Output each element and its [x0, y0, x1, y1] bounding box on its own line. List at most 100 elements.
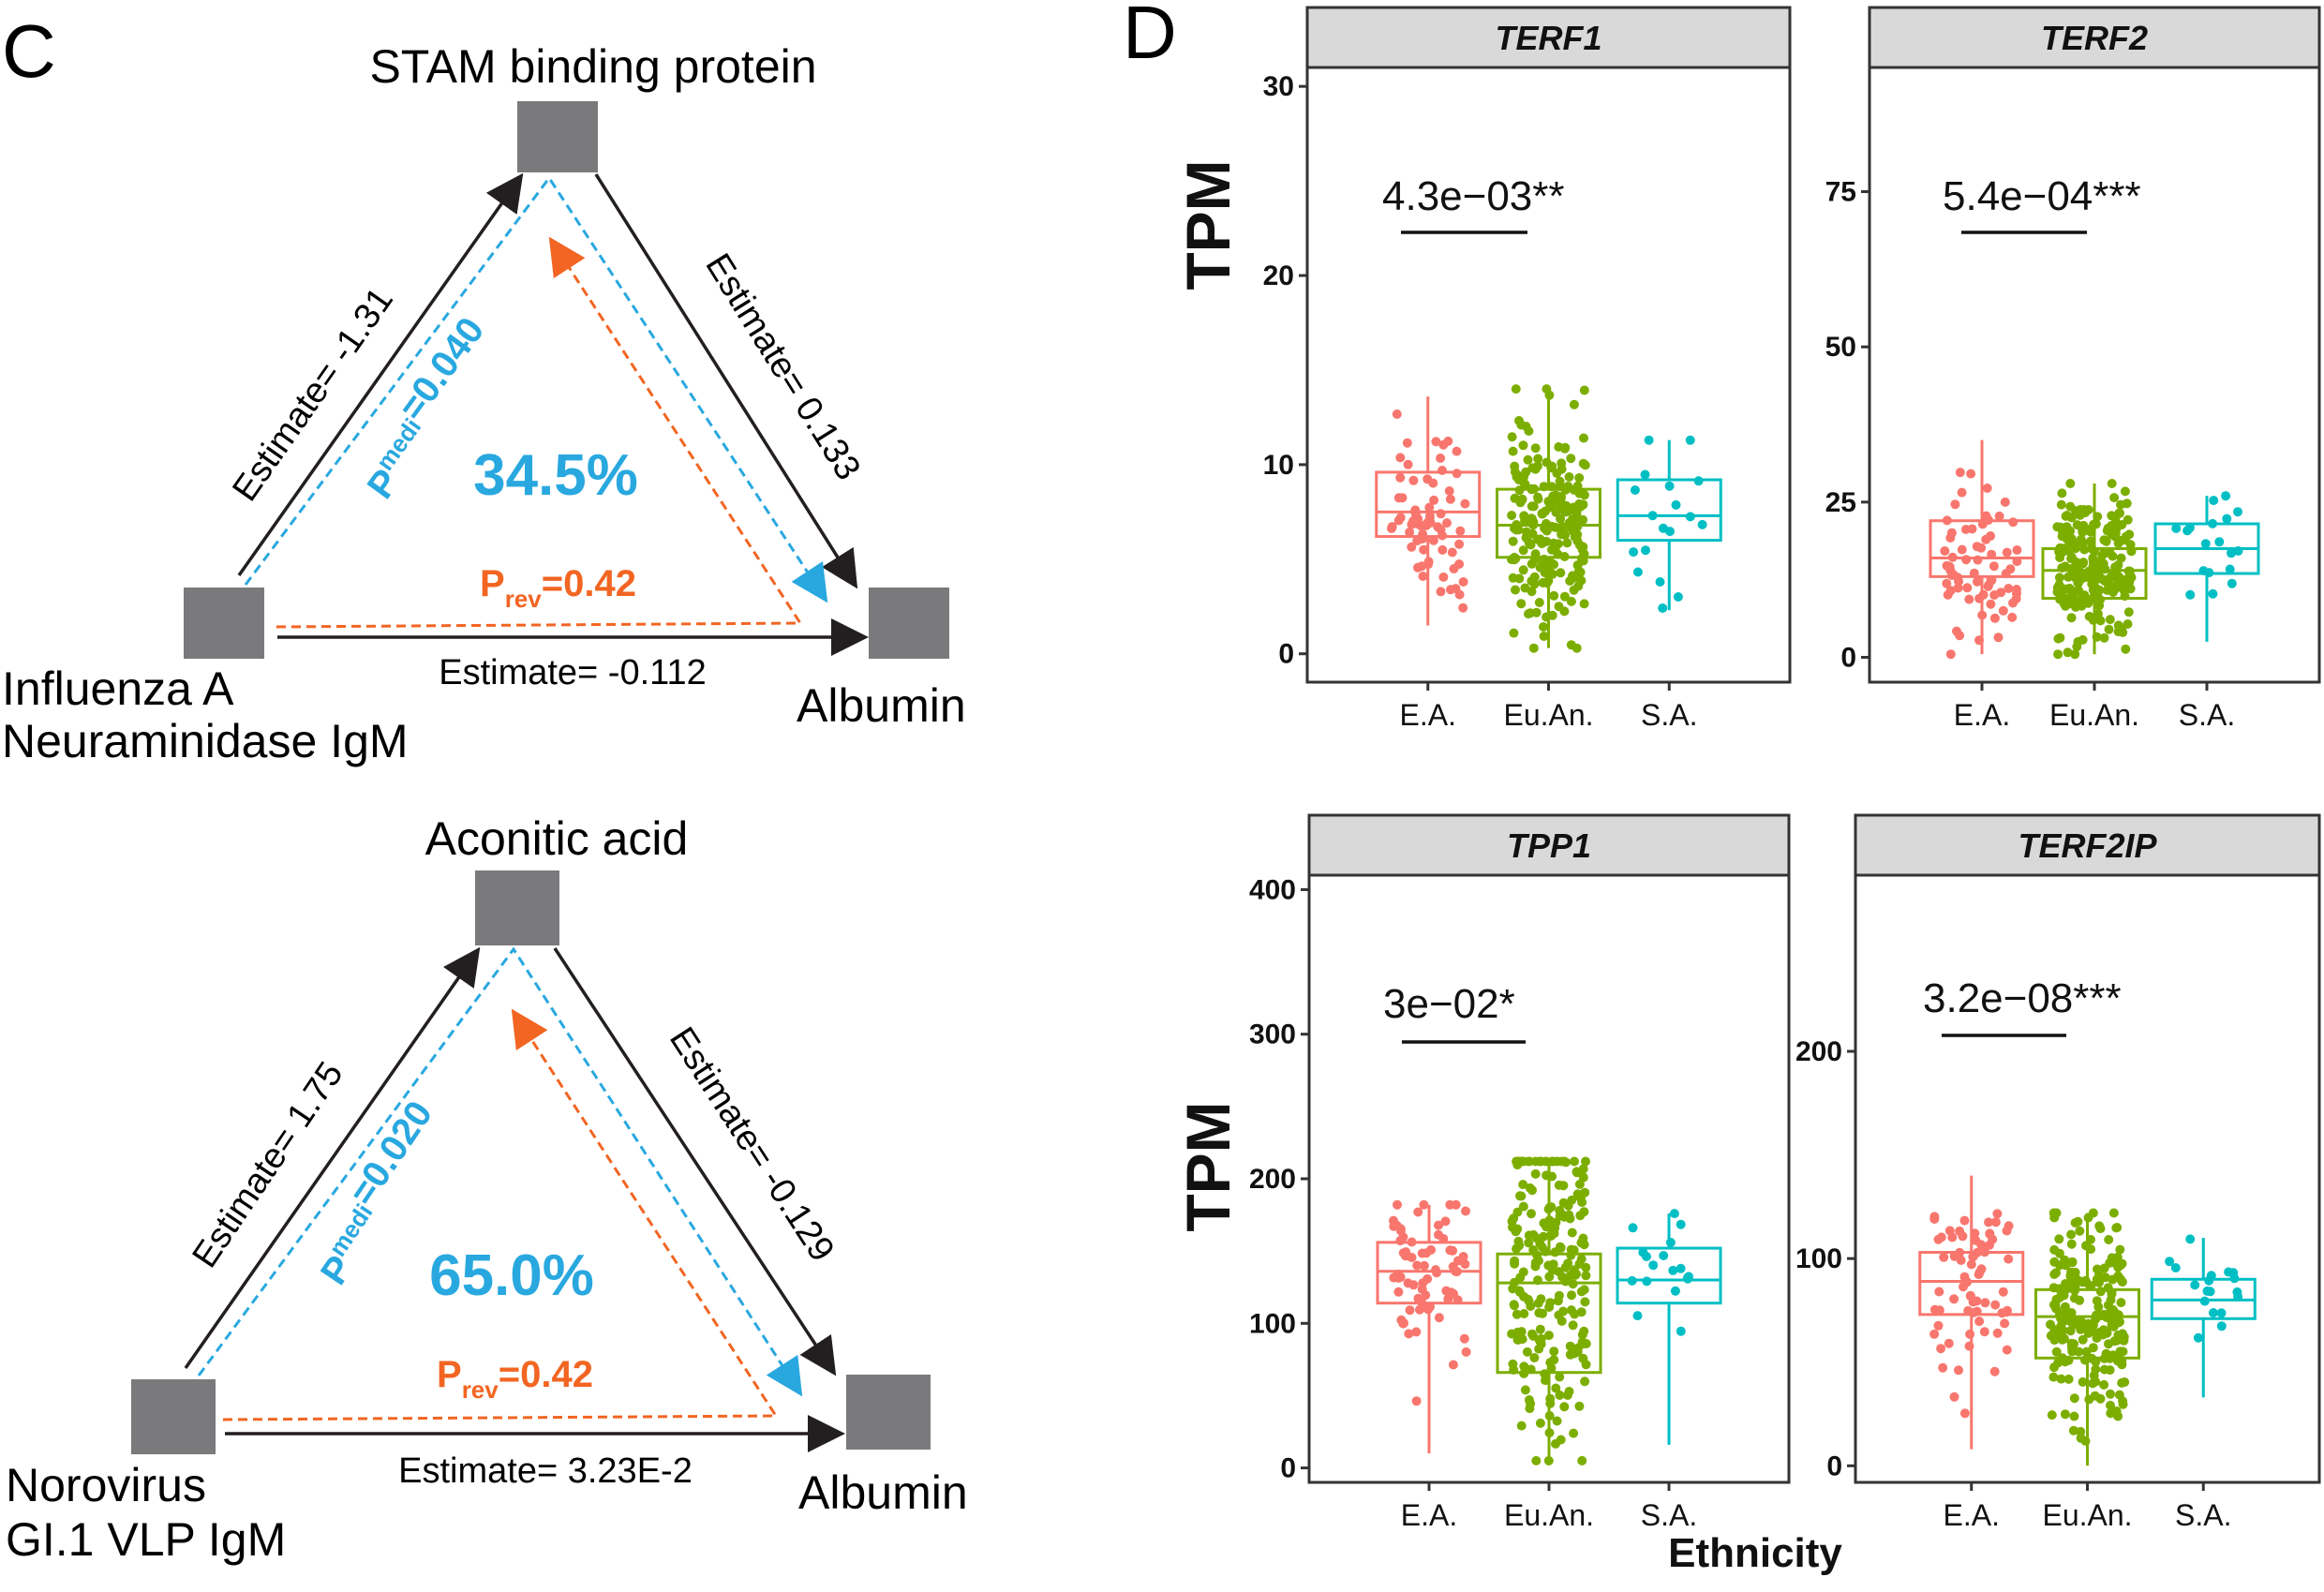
data-point — [1419, 1260, 1429, 1271]
data-point — [1447, 547, 1457, 558]
data-point — [1403, 459, 1413, 469]
data-point — [1669, 1209, 1679, 1219]
data-point — [1568, 1320, 1578, 1331]
y-tick-label: 75 — [1825, 177, 1856, 208]
data-point — [1685, 435, 1695, 445]
boxplot-panels: TERF1 0 10 20 30 E.A. Eu.An. S.A. 4.3e−03** TERF2… — [1249, 6, 2321, 1532]
data-point — [1445, 494, 1455, 504]
data-point — [2046, 1319, 2055, 1330]
data-point — [2208, 588, 2218, 599]
data-point — [2075, 510, 2085, 520]
data-point — [1445, 1199, 1455, 1210]
x-tick-label: Eu.An. — [1503, 698, 1593, 732]
data-point — [1527, 513, 1537, 524]
data-point — [1984, 1217, 1994, 1227]
data-point — [2107, 479, 2117, 488]
significance-label: 3e−02* — [1383, 981, 1515, 1027]
node-left — [184, 588, 264, 659]
data-point — [1446, 1287, 1456, 1298]
data-point — [2067, 1347, 2078, 1357]
data-point — [2165, 1257, 2175, 1267]
x-tick-label: Eu.An. — [1504, 1498, 1594, 1532]
data-point — [1528, 501, 1539, 512]
node-right — [846, 1375, 931, 1450]
data-point — [1519, 512, 1529, 522]
data-point — [2214, 537, 2225, 547]
significance-label: 5.4e−04*** — [1943, 173, 2141, 219]
data-point — [2054, 573, 2064, 583]
data-point — [1521, 527, 1531, 537]
data-point — [1548, 1156, 1558, 1167]
data-point — [1518, 1180, 1528, 1190]
data-point — [2094, 601, 2105, 611]
data-point — [1957, 487, 1967, 498]
data-point — [1664, 481, 1675, 491]
data-point — [2000, 1318, 2010, 1329]
data-point — [2116, 1298, 2126, 1308]
data-point — [2101, 548, 2111, 558]
data-point — [2115, 1274, 2125, 1285]
data-point — [2066, 552, 2077, 562]
data-point — [1556, 568, 1566, 578]
data-point — [1985, 1240, 1994, 1250]
data-point — [1524, 1238, 1534, 1248]
data-point — [1981, 534, 1991, 544]
data-point — [1454, 539, 1465, 549]
data-point — [1562, 1391, 1572, 1400]
data-point — [1966, 469, 1976, 479]
data-point — [2083, 1328, 2093, 1338]
data-point — [1449, 564, 1459, 573]
data-point — [1424, 502, 1435, 513]
data-point — [1575, 515, 1585, 526]
data-point — [1966, 1259, 1976, 1270]
data-point — [1629, 547, 1639, 558]
data-point — [1518, 565, 1528, 575]
data-point — [1460, 1259, 1470, 1270]
data-point — [1572, 1189, 1583, 1199]
data-point — [1957, 544, 1967, 555]
data-point — [1419, 544, 1429, 555]
data-point — [1548, 538, 1558, 548]
data-point — [2048, 1372, 2059, 1382]
data-point — [1567, 1195, 1577, 1205]
boxplot-panel-tpp1: TPP1 0 100 200 300 400 E.A. Eu.An. S.A. 3e−02* — [1249, 813, 1791, 1532]
x-tick-label: S.A. — [1641, 698, 1697, 732]
data-point — [1973, 576, 1982, 587]
data-point — [1557, 529, 1567, 540]
data-point — [2208, 1308, 2218, 1317]
data-point — [1519, 479, 1529, 489]
data-point — [2104, 624, 2114, 634]
data-point — [1510, 461, 1520, 471]
data-point — [2066, 1229, 2077, 1240]
data-point — [2182, 526, 2193, 536]
facet-strip — [1305, 6, 1792, 69]
edge-label-right: Estimate= -0.129 — [662, 1020, 842, 1269]
data-point — [1959, 1408, 1970, 1419]
data-point — [1580, 1297, 1590, 1307]
data-point — [1535, 1239, 1545, 1249]
y-axis-label-top: TPM — [1173, 159, 1243, 290]
data-point — [1446, 585, 1455, 595]
data-point — [2120, 486, 2130, 497]
data-point — [1581, 1156, 1590, 1167]
data-point — [2085, 536, 2095, 546]
data-point — [1952, 626, 1961, 636]
data-point — [2094, 1277, 2104, 1287]
facet-title: TERF1 — [1495, 19, 1601, 57]
data-point — [1929, 1212, 1940, 1222]
data-point — [2101, 536, 2111, 546]
data-point — [2107, 1253, 2117, 1263]
data-point — [1939, 1252, 1949, 1262]
data-point — [1527, 1185, 1537, 1196]
data-point — [1544, 1272, 1555, 1282]
data-point — [2108, 1208, 2119, 1218]
data-point — [1511, 585, 1520, 595]
data-point — [1533, 494, 1543, 504]
data-point — [2227, 548, 2236, 558]
data-point — [1572, 508, 1582, 518]
edge-label-bottom: Estimate= -0.112 — [439, 653, 707, 692]
data-point — [1570, 1309, 1580, 1319]
data-point — [2124, 529, 2135, 540]
boxplot-panel-terf2: TERF2 0 25 50 75 E.A. Eu.An. S.A. 5.4e−04*** — [1825, 6, 2321, 732]
data-point — [1512, 1309, 1522, 1319]
